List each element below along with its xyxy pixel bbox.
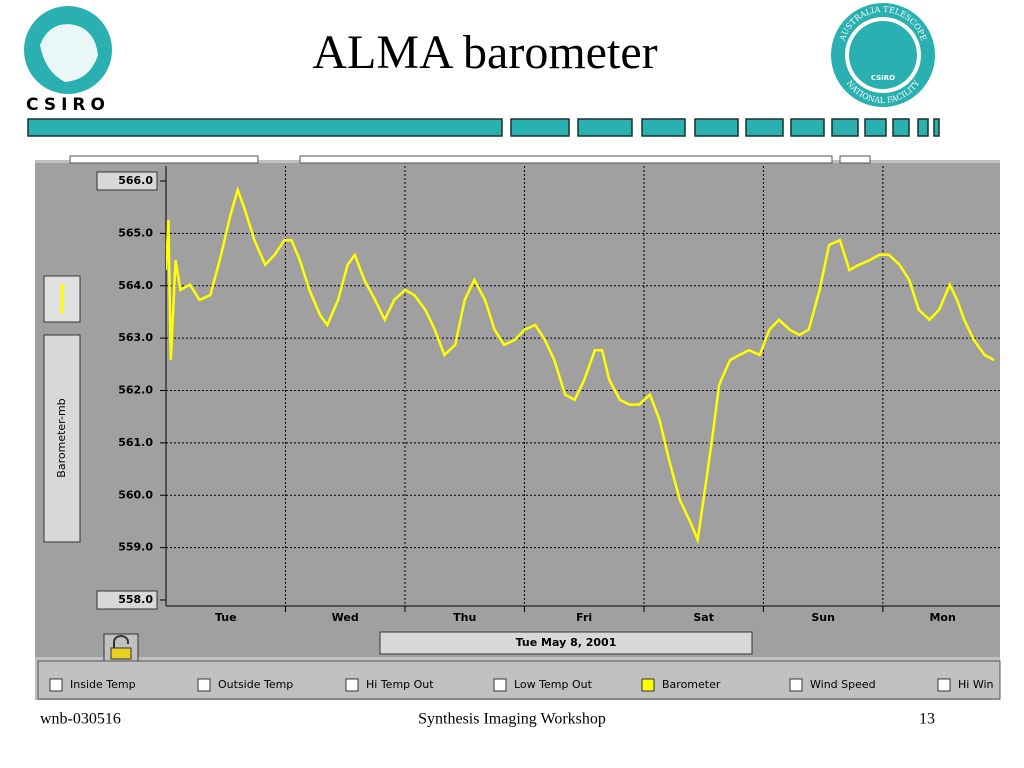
y-axis-label: Barometer-mb: [55, 398, 68, 477]
series-line: [166, 185, 995, 545]
legend-label: Barometer: [662, 678, 721, 691]
x-tick-label: Sun: [811, 611, 835, 624]
y-tick-label: 562.0: [118, 384, 153, 397]
series-button[interactable]: [43, 275, 81, 323]
toolbar-field: [299, 155, 833, 164]
slide-title: ALMA barometer: [312, 26, 657, 79]
checkbox[interactable]: [937, 678, 951, 692]
date-label: Tue May 8, 2001: [516, 636, 617, 649]
checkbox[interactable]: [49, 678, 63, 692]
x-tick-label: Thu: [453, 611, 476, 624]
checkbox-label: Wind Speed: [810, 678, 876, 691]
checkbox-label: Inside Temp: [70, 678, 136, 691]
checkbox-label: Outside Temp: [218, 678, 293, 691]
atnf-logo: AUSTRALIA TELESCOPE NATIONAL FACILITY CS…: [831, 3, 935, 107]
checkbox-label: Hi Temp Out: [366, 678, 434, 691]
decor-bar: [27, 118, 940, 137]
plot: 558.0 559.0 560.0 561.0 562.0 563.0 564.0 565.0…: [96, 166, 1000, 624]
y-tick-label: 561.0: [118, 436, 153, 449]
footer-right: 13: [919, 711, 935, 728]
toolbar-button[interactable]: [839, 155, 871, 164]
checkbox[interactable]: [789, 678, 803, 692]
checkbox[interactable]: [493, 678, 507, 692]
y-tick-label: 565.0: [118, 226, 153, 239]
x-tick-label: Sat: [693, 611, 714, 624]
checkbox[interactable]: [345, 678, 359, 692]
axis-label-box: [43, 334, 81, 543]
checkbox-label: Hi Win: [958, 678, 994, 691]
lock-button[interactable]: [103, 633, 139, 663]
y-tick-label: 564.0: [118, 279, 153, 292]
date-box: [379, 631, 753, 655]
logo-text: CSIRO: [871, 74, 895, 82]
y-tick-box: [96, 590, 158, 610]
legend: Inside Temp Outside Temp Hi Temp Out Low Te…: [49, 678, 994, 692]
y-tick-label: 563.0: [118, 331, 153, 344]
checkbox-label: Low Temp Out: [514, 678, 593, 691]
footer-left: wnb-030516: [40, 711, 121, 728]
toolbar-field: [69, 155, 259, 164]
x-tick-label: Mon: [929, 611, 955, 624]
x-tick-label: Fri: [576, 611, 592, 624]
y-tick-label: 560.0: [118, 488, 153, 501]
checkbox[interactable]: [197, 678, 211, 692]
csiro-logo: CSIRO: [24, 6, 112, 115]
chart-panel: [35, 163, 1000, 657]
logo-text: CSIRO: [26, 95, 110, 115]
legend-swatch[interactable]: [641, 678, 655, 692]
y-tick-label: 558.0: [118, 593, 153, 606]
x-tick-label: Tue: [215, 611, 237, 624]
y-tick-label: 566.0: [118, 174, 153, 187]
x-tick-label: Wed: [332, 611, 359, 624]
y-tick-box: [96, 171, 158, 191]
footer-center: Synthesis Imaging Workshop: [418, 711, 606, 728]
y-tick-label: 559.0: [118, 541, 153, 554]
